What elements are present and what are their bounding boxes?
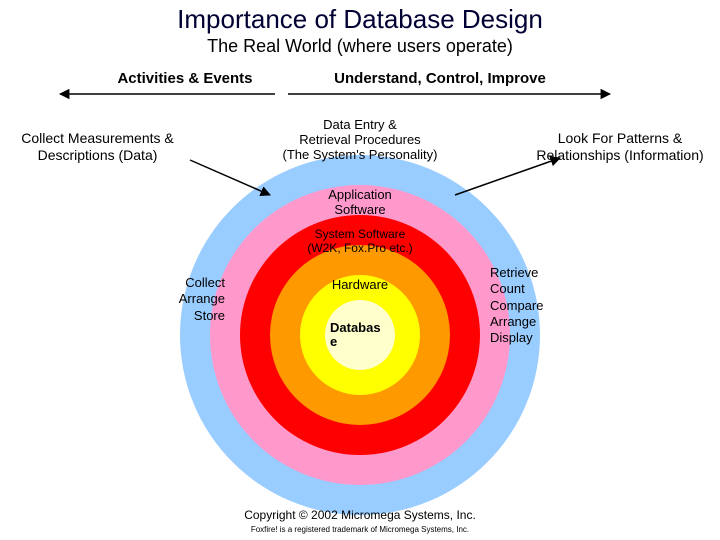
ring-1-label: Data Entry &Retrieval Procedures(The Sys… bbox=[260, 118, 460, 163]
ring-3-label: System Software(W2K, Fox.Pro etc.) bbox=[290, 228, 430, 256]
verb-right-0: Retrieve bbox=[490, 265, 538, 280]
copyright: Copyright © 2002 Micromega Systems, Inc. bbox=[0, 508, 720, 522]
ring-2-label: ApplicationSoftware bbox=[300, 188, 420, 218]
page-subtitle: The Real World (where users operate) bbox=[0, 36, 720, 57]
verb-left-0: Collect bbox=[185, 275, 225, 290]
verbs-left: Collect Arrange Store bbox=[150, 275, 225, 324]
verb-left-2: Store bbox=[194, 308, 225, 323]
trademark: Foxfire! is a registered trademark of Mi… bbox=[0, 525, 720, 534]
verbs-right: Retrieve Count Compare Arrange Display bbox=[490, 265, 570, 346]
side-label-left: Collect Measurements & Descriptions (Dat… bbox=[10, 130, 185, 164]
verb-left-1: Arrange bbox=[179, 291, 225, 306]
ring-core-label: Database bbox=[330, 321, 394, 350]
header-right: Understand, Control, Improve bbox=[280, 70, 600, 87]
verb-right-2: Compare bbox=[490, 298, 543, 313]
verb-right-4: Display bbox=[490, 330, 533, 345]
verb-right-3: Arrange bbox=[490, 314, 536, 329]
page-title: Importance of Database Design bbox=[0, 4, 720, 35]
ring-4-label: Hardware bbox=[320, 278, 400, 293]
diagram-stage: Importance of Database Design The Real W… bbox=[0, 0, 720, 540]
side-label-right: Look For Patterns & Relationships (Infor… bbox=[530, 130, 710, 164]
header-left: Activities & Events bbox=[80, 70, 290, 87]
verb-right-1: Count bbox=[490, 281, 525, 296]
